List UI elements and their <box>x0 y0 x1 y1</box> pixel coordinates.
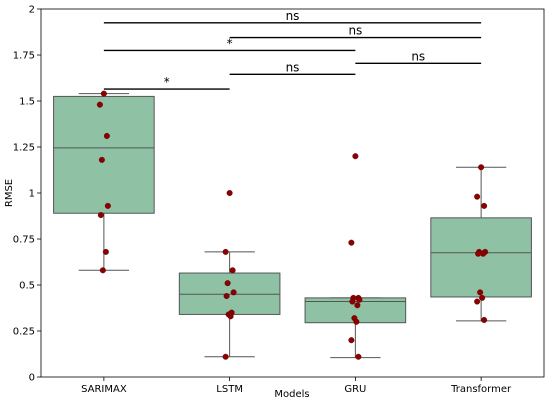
x-tick-label: Transformer <box>450 384 512 395</box>
data-point <box>474 298 481 305</box>
significance-label: * <box>227 36 233 50</box>
data-point <box>223 293 230 300</box>
significance-label: ns <box>411 49 425 63</box>
data-point <box>481 316 488 323</box>
significance-label: ns <box>348 24 362 38</box>
data-point <box>224 280 231 287</box>
data-point <box>481 202 488 209</box>
data-point <box>102 248 109 255</box>
data-point <box>100 90 107 97</box>
y-tick-label: 0.25 <box>13 327 35 338</box>
data-point <box>353 318 360 325</box>
box-transformer <box>430 217 532 298</box>
data-point <box>227 313 234 320</box>
data-point <box>480 250 487 257</box>
significance-label: * <box>164 75 170 89</box>
data-point <box>229 267 236 274</box>
x-axis-label: Models <box>274 389 309 400</box>
y-tick-label: 0.5 <box>19 281 35 292</box>
y-tick-label: 0.75 <box>13 235 35 246</box>
data-point <box>104 202 111 209</box>
data-point <box>103 132 110 139</box>
x-tick-label: GRU <box>344 384 366 395</box>
y-tick-label: 2 <box>29 5 35 16</box>
data-point <box>354 302 361 309</box>
data-point <box>349 298 356 305</box>
y-tick-label: 1.75 <box>13 51 35 62</box>
data-point <box>222 353 229 360</box>
x-tick-label: LSTM <box>216 384 243 395</box>
data-point <box>477 289 484 296</box>
data-point <box>230 289 237 296</box>
data-point <box>355 353 362 360</box>
data-point <box>474 193 481 200</box>
data-point <box>98 156 105 163</box>
data-point <box>352 153 359 160</box>
data-point <box>348 239 355 246</box>
y-axis-label: RMSE <box>4 179 15 207</box>
data-point <box>479 294 486 301</box>
data-point <box>356 296 363 303</box>
data-point <box>99 267 106 274</box>
y-tick-label: 1.25 <box>13 143 35 154</box>
x-tick-label: SARIMAX <box>81 384 127 395</box>
y-tick-label: 0 <box>29 373 35 384</box>
data-point <box>222 248 229 255</box>
data-point <box>226 189 233 196</box>
y-tick-label: 1.5 <box>19 97 35 108</box>
data-point <box>348 337 355 344</box>
significance-label: ns <box>286 9 300 23</box>
data-point <box>478 164 485 171</box>
significance-label: ns <box>286 60 300 74</box>
data-point <box>475 250 482 257</box>
data-point <box>97 212 104 219</box>
y-tick-label: 1 <box>29 189 35 200</box>
box-sarimax <box>53 95 155 214</box>
data-point <box>96 101 103 108</box>
